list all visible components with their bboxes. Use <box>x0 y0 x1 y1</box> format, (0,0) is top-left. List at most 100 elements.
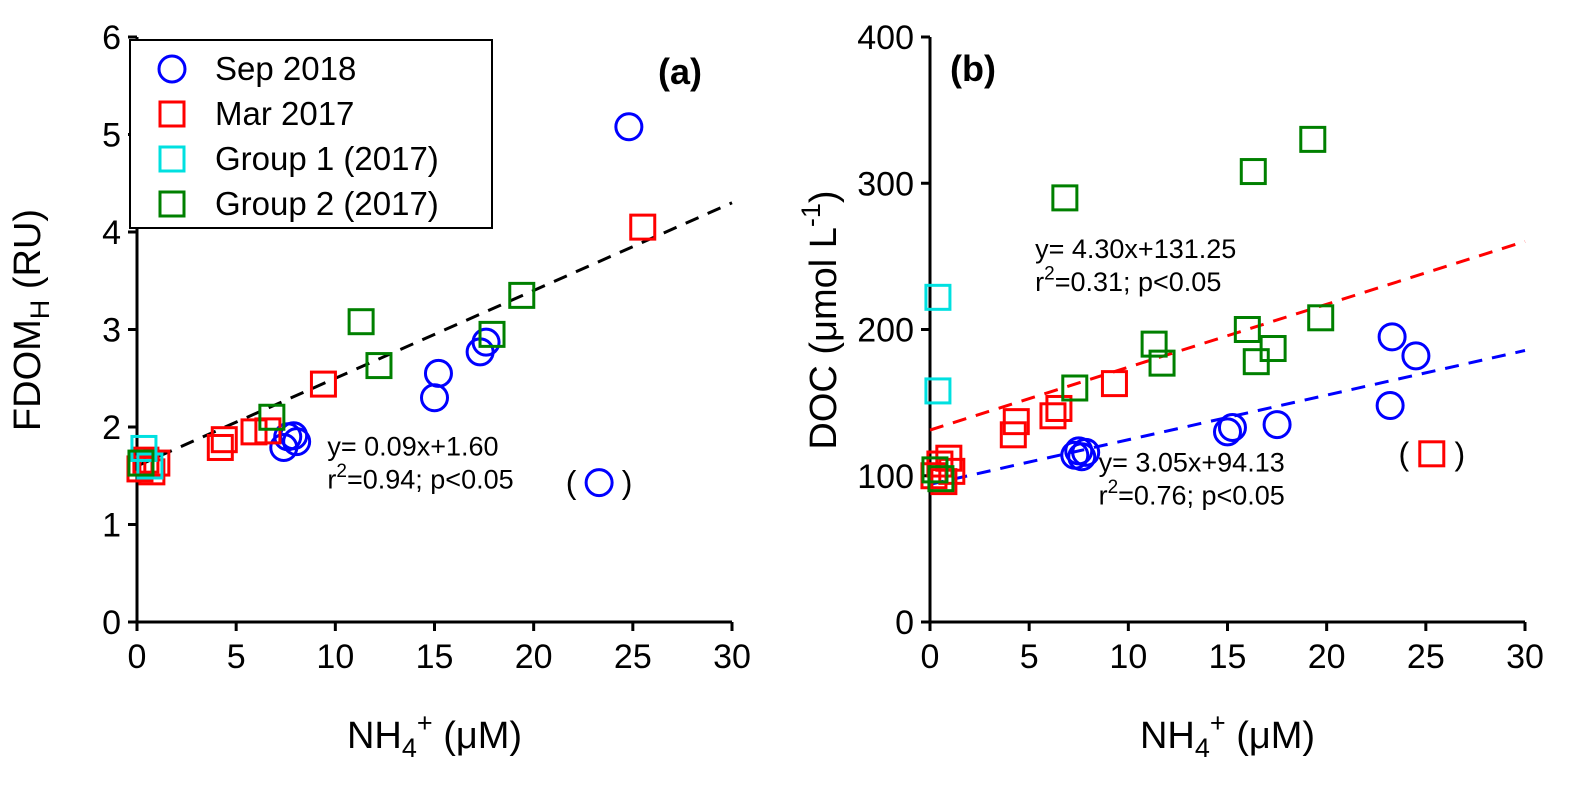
data-point-square <box>365 352 393 380</box>
data-point-square <box>629 213 657 241</box>
data-point-square <box>921 456 949 484</box>
data-point-square <box>158 100 186 128</box>
y-tick-label: 0 <box>102 604 121 642</box>
data-point-square <box>158 145 186 173</box>
x-tick-label: 5 <box>227 638 246 676</box>
data-point-square <box>309 370 337 398</box>
data-point-circle <box>1401 341 1431 371</box>
equation-annotation: r2=0.31; p<0.05 <box>1035 264 1221 297</box>
y-tick-label: 4 <box>102 214 121 252</box>
data-point-square <box>130 434 158 462</box>
data-point-circle <box>282 427 312 457</box>
data-point-square <box>210 426 238 454</box>
y-axis-label: DOC (μmol L-1) <box>796 190 845 449</box>
x-tick-label: 5 <box>1020 638 1039 676</box>
trend-line <box>136 201 733 468</box>
x-axis-label: NH4+ (μM) <box>1140 708 1315 763</box>
data-point-circle <box>1071 437 1101 467</box>
y-tick-label: 300 <box>857 165 914 203</box>
y-tick-label: 3 <box>102 312 121 350</box>
y-tick-label: 6 <box>102 19 121 57</box>
x-tick-label: 20 <box>515 638 553 676</box>
data-point-square <box>924 283 952 311</box>
y-tick-label: 2 <box>102 409 121 447</box>
data-point-square <box>254 417 282 445</box>
x-tick-label: 10 <box>1109 638 1147 676</box>
data-point-circle <box>157 54 187 84</box>
data-point-circle <box>614 112 644 142</box>
data-point-circle <box>1375 391 1405 421</box>
data-point-square <box>1259 335 1287 363</box>
equation-annotation: r2=0.94; p<0.05 <box>327 461 513 494</box>
data-point-circle <box>420 383 449 413</box>
legend-box <box>129 39 493 229</box>
data-point-square <box>1148 349 1176 377</box>
legend-label: Group 1 (2017) <box>215 140 439 177</box>
data-point-square <box>1100 370 1128 398</box>
data-point-square <box>1299 125 1327 153</box>
y-tick-label: 5 <box>102 117 121 155</box>
x-tick-label: 25 <box>614 638 652 676</box>
data-point-square <box>1051 184 1079 212</box>
data-point-square <box>158 190 186 218</box>
x-tick-label: 25 <box>1407 638 1445 676</box>
y-tick-label: 0 <box>895 604 914 642</box>
data-point-square <box>258 403 286 431</box>
data-point-square <box>127 449 155 477</box>
data-point-square <box>1239 158 1267 186</box>
legend-label: Sep 2018 <box>215 50 356 87</box>
data-point-circle <box>584 468 614 498</box>
data-point-square <box>508 281 536 309</box>
panel-label: (b) <box>950 48 996 89</box>
trend-line <box>929 239 1526 432</box>
y-tick-label: 100 <box>857 458 914 496</box>
x-tick-label: 0 <box>128 638 147 676</box>
data-point-circle <box>1067 442 1097 472</box>
y-tick-label: 200 <box>857 312 914 350</box>
outlier-paren-left: ( <box>566 465 577 501</box>
outlier-paren-right: ) <box>622 465 633 501</box>
x-tick-label: 0 <box>921 638 940 676</box>
data-point-square <box>136 452 164 480</box>
equation-annotation: y= 0.09x+1.60 <box>327 431 498 461</box>
equation-annotation: y= 4.30x+131.25 <box>1035 234 1236 264</box>
x-tick-label: 15 <box>1209 638 1247 676</box>
data-point-circle <box>1213 417 1242 447</box>
legend-label: Group 2 (2017) <box>215 185 439 222</box>
trend-line <box>929 349 1526 486</box>
data-point-square <box>240 418 268 446</box>
x-tick-label: 30 <box>1506 638 1544 676</box>
equation-annotation: y= 3.05x+94.13 <box>1099 447 1285 477</box>
data-point-square <box>1307 304 1335 332</box>
y-axis-label: FDOMH (RU) <box>7 209 55 431</box>
data-point-square <box>924 377 952 405</box>
data-point-circle <box>1262 410 1292 440</box>
data-point-circle <box>1377 322 1407 352</box>
x-tick-label: 10 <box>316 638 354 676</box>
data-point-square <box>347 308 375 336</box>
x-axis-label: NH4+ (μM) <box>347 708 522 763</box>
data-point-square <box>1140 330 1168 358</box>
data-point-square <box>1233 316 1261 343</box>
data-point-square <box>1002 408 1030 436</box>
data-point-square <box>1045 394 1073 422</box>
y-tick-label: 400 <box>857 19 914 57</box>
data-point-square <box>1061 374 1089 402</box>
outlier-paren-left: ( <box>1398 436 1409 472</box>
data-point-square <box>1418 440 1446 468</box>
data-point-circle <box>1217 412 1247 442</box>
data-point-circle <box>471 327 501 357</box>
outlier-paren-right: ) <box>1454 436 1465 472</box>
data-point-circle <box>423 358 453 388</box>
y-tick-label: 1 <box>102 507 121 545</box>
data-point-square <box>206 433 234 461</box>
data-point-square <box>927 465 955 493</box>
data-point-square <box>1039 402 1067 430</box>
data-point-square <box>478 320 506 348</box>
x-tick-label: 30 <box>713 638 751 676</box>
equation-annotation: r2=0.76; p<0.05 <box>1099 477 1285 510</box>
x-tick-label: 20 <box>1308 638 1346 676</box>
